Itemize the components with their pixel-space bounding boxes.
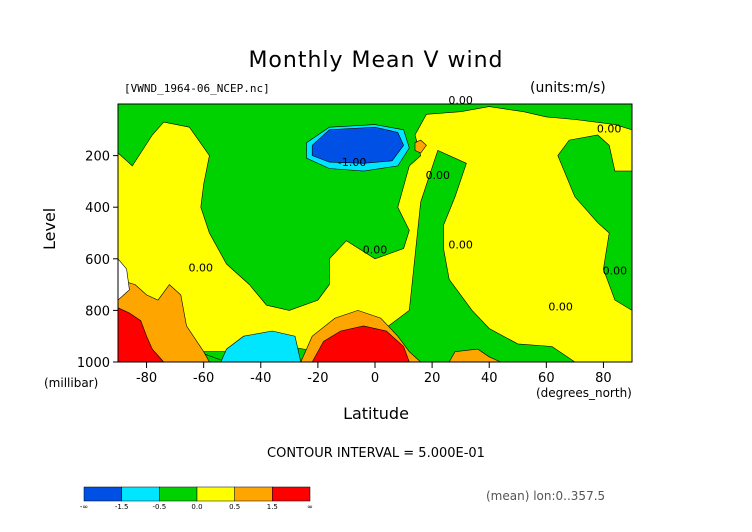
y-tick-label: 200 [85, 150, 110, 165]
colorbar: -∞ -1.5 -0.5 0.0 0.5 1.5 ∞ [80, 486, 313, 511]
region-red-mid [311, 325, 410, 363]
contour-label: 0.00 [603, 264, 628, 277]
contour-label: 0.00 [597, 122, 622, 135]
contour-label: 0.00 [363, 244, 388, 257]
units-label: (units:m/s) [530, 80, 606, 96]
x-tick-label: 0 [371, 371, 379, 386]
contour-label: 0.00 [548, 300, 573, 313]
contour-label: 0.00 [189, 262, 214, 275]
colorbar-label: -0.5 [152, 503, 166, 511]
x-tick-label: 60 [538, 371, 555, 386]
x-axis-label: Latitude [343, 404, 409, 423]
colorbar-label: 1.5 [267, 503, 278, 511]
colorbar-label: -1.5 [115, 503, 129, 511]
y-axis-ticks: 200 400 600 800 1000 [77, 150, 118, 371]
y-tick-label: 800 [85, 304, 110, 319]
region-yellow [117, 106, 633, 363]
colorbar-swatch [272, 486, 311, 502]
colorbar-swatch [159, 486, 198, 502]
colorbar-swatch [121, 486, 160, 502]
colorbar-label: ∞ [307, 503, 313, 511]
x-tick-label: -60 [193, 371, 214, 386]
region-orange-small-1 [414, 139, 427, 154]
colorbar-swatch [196, 486, 235, 502]
contour-label: 0.00 [448, 94, 473, 107]
contour-interval-text: CONTOUR INTERVAL = 5.000E-01 [267, 446, 485, 461]
x-axis-ticks: -80 -60 -40 -20 0 20 40 60 80 [136, 362, 612, 386]
y-tick-label: 1000 [77, 356, 110, 371]
colorbar-label: -∞ [80, 503, 88, 511]
contour-label: -1.00 [338, 156, 366, 169]
chart-title: Monthly Mean V wind [248, 48, 504, 73]
x-tick-label: 80 [595, 371, 612, 386]
filled-contour-regions [117, 103, 633, 363]
y-axis-unit: (millibar) [44, 376, 99, 390]
x-tick-label: -20 [307, 371, 328, 386]
y-tick-label: 600 [85, 253, 110, 268]
averaging-footnote: (mean) lon:0..357.5 [486, 489, 606, 503]
x-tick-label: -80 [136, 371, 157, 386]
colorbar-swatch [234, 486, 273, 502]
x-tick-label: 40 [481, 371, 498, 386]
x-tick-label: 20 [424, 371, 441, 386]
x-tick-label: -40 [250, 371, 271, 386]
contour-label: 0.00 [448, 238, 473, 251]
colorbar-label: 0.5 [229, 503, 240, 511]
x-axis-unit: (degrees_north) [536, 386, 632, 400]
contour-label: 0.00 [426, 169, 451, 182]
file-label: [VWND_1964-06_NCEP.nc] [124, 82, 270, 95]
colorbar-label: 0.0 [191, 503, 202, 511]
colorbar-swatch [83, 486, 122, 502]
y-tick-label: 400 [85, 201, 110, 216]
region-blue-upper [311, 126, 404, 164]
contour-line-labels: 0.00 0.00 -1.00 0.00 0.00 0.00 0.00 0.00 0.00 [189, 94, 628, 313]
